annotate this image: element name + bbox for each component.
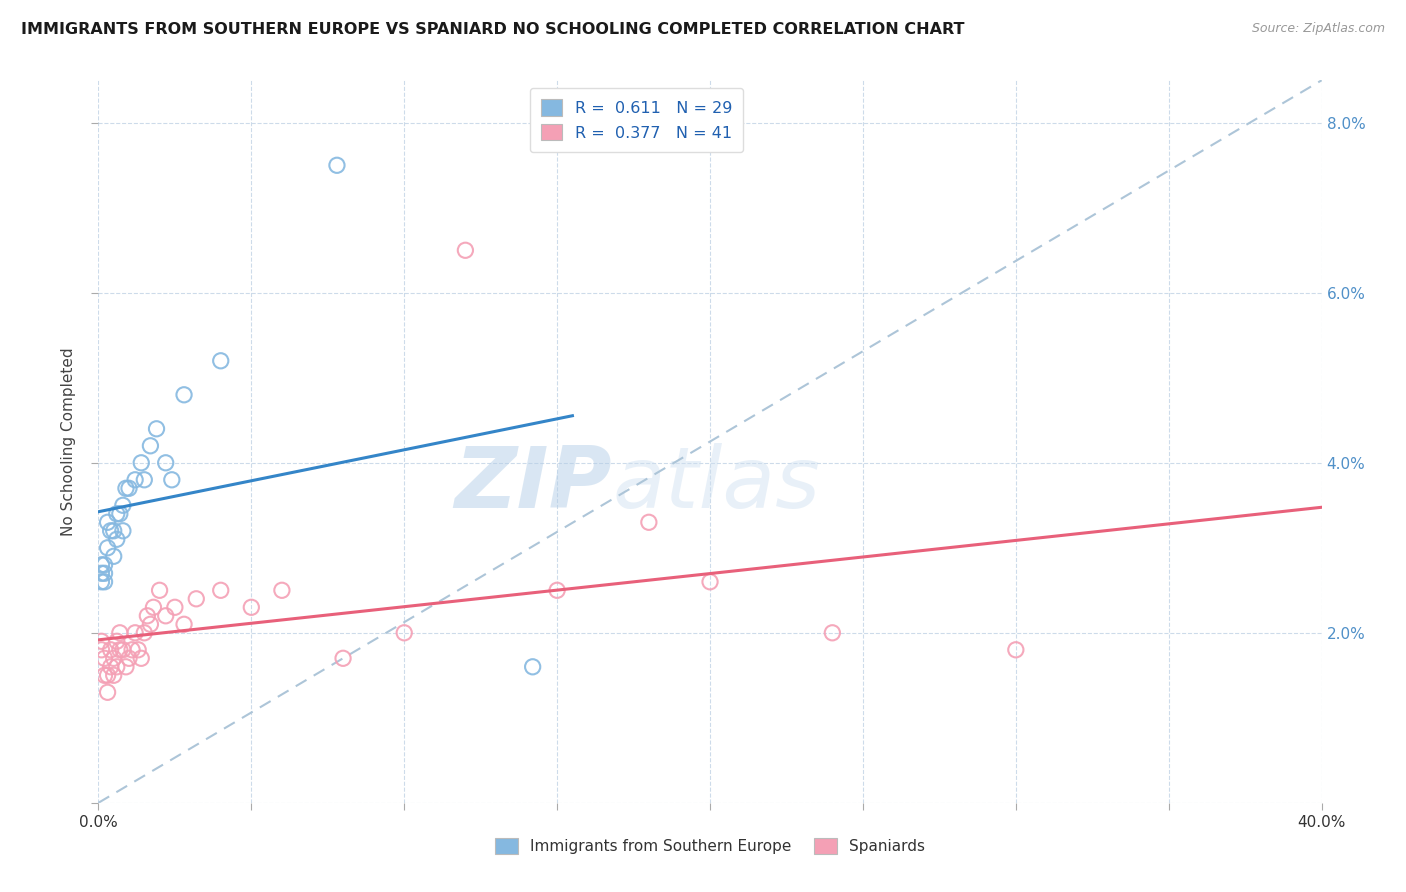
Point: [240, 600, 263, 615]
Point: [100, 660, 122, 674]
Y-axis label: No Schooling Completed: No Schooling Completed: [60, 347, 76, 536]
Point: [93, 668, 115, 682]
Point: [105, 507, 128, 521]
Point: [118, 651, 141, 665]
Point: [105, 634, 128, 648]
Point: [111, 498, 134, 512]
Point: [93, 566, 115, 581]
Point: [134, 625, 156, 640]
Point: [118, 481, 141, 495]
Point: [111, 642, 134, 657]
Point: [637, 516, 661, 530]
Point: [163, 600, 186, 615]
Point: [90, 558, 112, 572]
Point: [124, 473, 146, 487]
Point: [97, 668, 120, 682]
Point: [821, 625, 844, 640]
Point: [134, 473, 156, 487]
Point: [90, 574, 112, 589]
Point: [105, 533, 128, 547]
Point: [90, 566, 112, 581]
Point: [93, 558, 115, 572]
Point: [129, 651, 152, 665]
Text: Source: ZipAtlas.com: Source: ZipAtlas.com: [1251, 22, 1385, 36]
Point: [454, 244, 477, 258]
Point: [209, 353, 232, 368]
Point: [97, 516, 120, 530]
Point: [392, 625, 416, 640]
Point: [546, 583, 568, 598]
Point: [103, 668, 125, 682]
Text: atlas: atlas: [612, 443, 820, 526]
Point: [103, 524, 125, 538]
Text: IMMIGRANTS FROM SOUTHERN EUROPE VS SPANIARD NO SCHOOLING COMPLETED CORRELATION C: IMMIGRANTS FROM SOUTHERN EUROPE VS SPANI…: [21, 22, 965, 37]
Point: [90, 634, 112, 648]
Point: [90, 642, 112, 657]
Point: [97, 685, 120, 699]
Point: [139, 617, 162, 632]
Text: ZIP: ZIP: [454, 443, 612, 526]
Point: [124, 625, 146, 640]
Point: [145, 422, 167, 436]
Point: [326, 158, 349, 172]
Point: [332, 651, 354, 665]
Point: [121, 642, 143, 657]
Point: [108, 507, 131, 521]
Point: [139, 439, 162, 453]
Point: [173, 617, 195, 632]
Point: [115, 481, 138, 495]
Point: [97, 541, 120, 555]
Point: [103, 549, 125, 564]
Point: [108, 642, 131, 657]
Point: [149, 583, 172, 598]
Point: [93, 651, 115, 665]
Point: [186, 591, 208, 606]
Point: [108, 625, 131, 640]
Point: [127, 642, 149, 657]
Point: [522, 660, 544, 674]
Point: [142, 600, 165, 615]
Legend: Immigrants from Southern Europe, Spaniards: Immigrants from Southern Europe, Spaniar…: [489, 832, 931, 860]
Point: [100, 524, 122, 538]
Point: [103, 651, 125, 665]
Point: [155, 456, 177, 470]
Point: [699, 574, 721, 589]
Point: [100, 642, 122, 657]
Point: [173, 388, 195, 402]
Point: [111, 524, 134, 538]
Point: [209, 583, 232, 598]
Point: [1004, 642, 1026, 657]
Point: [129, 456, 152, 470]
Point: [93, 574, 115, 589]
Point: [115, 660, 138, 674]
Point: [155, 608, 177, 623]
Point: [270, 583, 292, 598]
Point: [105, 660, 128, 674]
Point: [160, 473, 183, 487]
Point: [136, 608, 159, 623]
